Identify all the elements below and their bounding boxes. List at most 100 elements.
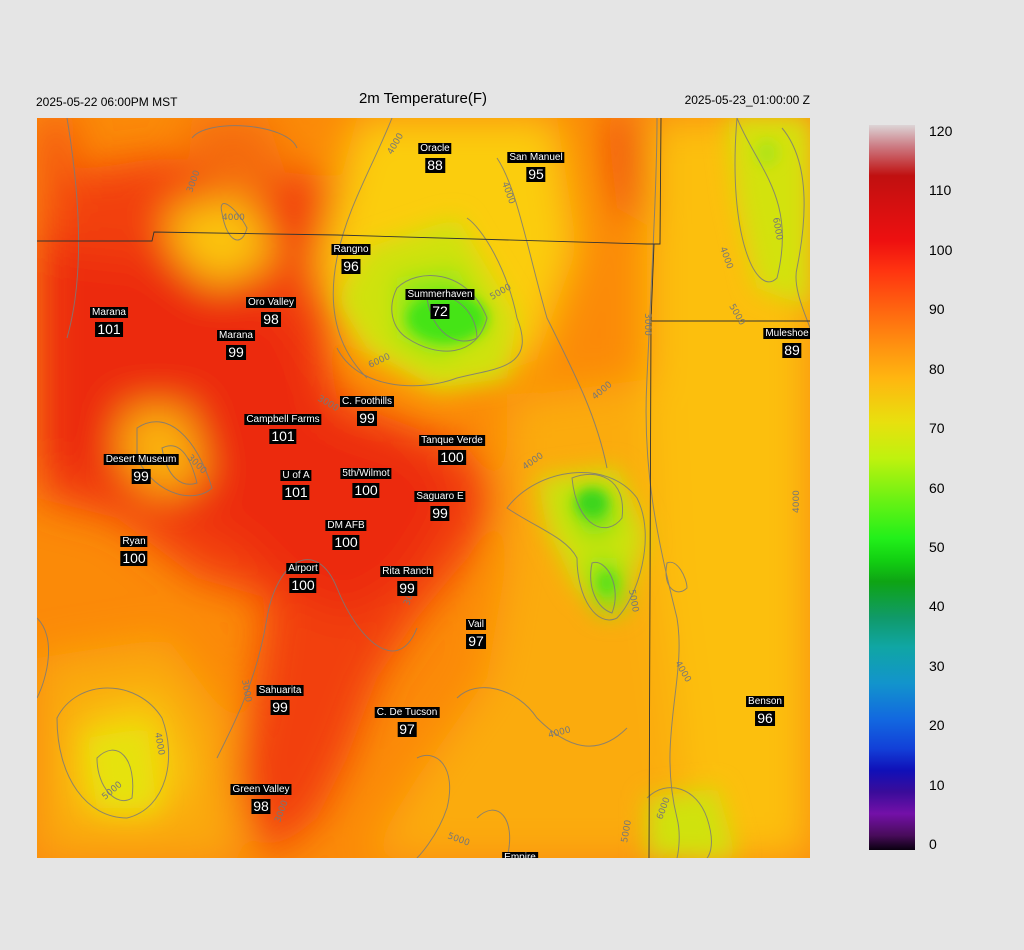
station-name: Airport [286,563,320,574]
colorbar-tick-label: 0 [929,836,937,852]
station-temperature: 100 [438,449,466,465]
station-name: Tanque Verde [419,435,485,446]
station-name: Marana [217,330,255,341]
station-name: Empire [502,852,538,858]
station-name: Desert Museum [103,454,179,465]
colorbar-tick-label: 110 [929,182,952,199]
station-temperature: 96 [755,710,775,726]
station-marana: Marana 101 [90,302,128,337]
station-temperature: 100 [289,577,317,593]
contour-label: 6000 [770,217,784,242]
station-name: C. De Tucson [374,707,440,718]
contour-label: 4000 [792,490,802,513]
station-campbell-farms: Campbell Farms 101 [244,409,322,444]
valid-time-utc: 2025-05-23_01:00:00 Z [684,93,810,107]
station-5th-wilmot: 5th/Wilmot 100 [340,463,392,498]
station-name: Green Valley [230,784,292,795]
station-name: DM AFB [325,520,367,531]
station-name: Vail [466,619,486,630]
station-summerhaven: Summerhaven 72 [405,284,475,319]
contour-label: 4000 [152,732,166,757]
station-name: Rangno [331,244,371,255]
station-temperature: 72 [430,303,450,319]
station-temperature: 97 [397,721,417,737]
colorbar-tick-label: 100 [929,241,953,258]
station-temperature: 101 [282,484,310,500]
station-temperature: 100 [332,534,360,550]
station-tanque-verde: Tanque Verde 100 [419,430,485,465]
station-rita-ranch: Rita Ranch 99 [380,561,434,596]
colorbar [869,125,915,850]
station-temperature: 97 [466,633,486,649]
station-name: Saguaro E [414,491,466,502]
station-name: Rita Ranch [380,566,434,577]
station-marana: Marana 99 [217,325,255,360]
station-name: Summerhaven [405,289,475,300]
colorbar-tick-label: 70 [929,420,945,437]
station-vail: Vail 97 [466,614,486,649]
station-name: Benson [746,696,784,707]
county-boundaries [37,118,810,858]
station-temperature: 99 [357,410,377,426]
station-empire: Empire [502,847,538,858]
station-c-foothills: C. Foothills 99 [339,391,395,426]
colorbar-tick-label: 90 [929,301,945,318]
station-san-manuel: San Manuel 95 [507,147,565,182]
station-name: San Manuel [507,152,565,163]
station-temperature: 99 [226,344,246,360]
station-saguaro-e: Saguaro E 99 [414,486,466,521]
station-temperature: 100 [120,550,148,566]
colorbar-tick-label: 30 [929,657,945,674]
terrain-contours [37,118,810,858]
station-desert-museum: Desert Museum 99 [103,449,179,484]
station-name: 5th/Wilmot [340,468,392,479]
station-temperature: 100 [352,482,380,498]
station-name: Muleshoe R [763,328,810,339]
valid-time-local: 2025-05-22 06:00PM MST [36,95,178,109]
station-oracle: Oracle 88 [418,138,452,173]
station-u-of-a: U of A 101 [280,465,312,500]
station-temperature: 99 [430,505,450,521]
station-temperature: 98 [251,798,271,814]
station-sahuarita: Sahuarita 99 [256,680,304,715]
station-c-de-tucson: C. De Tucson 97 [374,702,440,737]
station-name: Ryan [120,536,148,547]
station-temperature: 98 [261,311,281,327]
station-temperature: 89 [782,342,802,358]
colorbar-tick-label: 120 [929,123,953,139]
contour-label: 3000 [239,679,253,704]
station-name: Sahuarita [256,685,304,696]
contour-label: 3000 [642,313,652,336]
station-temperature: 95 [526,166,546,182]
station-green-valley: Green Valley 98 [230,779,292,814]
station-dm-afb: DM AFB 100 [325,515,367,550]
station-name: Oracle [418,143,452,154]
contour-label: 5000 [626,589,640,614]
station-temperature: 99 [131,468,151,484]
colorbar-tick-label: 60 [929,479,945,496]
station-benson: Benson 96 [746,691,784,726]
station-airport: Airport 100 [286,558,320,593]
station-temperature: 101 [269,428,297,444]
colorbar-tick-label: 40 [929,598,945,615]
station-temperature: 101 [95,321,123,337]
colorbar-tick-label: 20 [929,717,945,734]
station-ryan: Ryan 100 [120,531,148,566]
station-name: U of A [280,470,312,481]
station-rangno: Rangno 96 [331,239,371,274]
colorbar-tick-label: 10 [929,776,945,793]
colorbar-tick-label: 50 [929,538,945,555]
station-temperature: 99 [397,580,417,596]
station-name: Oro Valley [246,297,296,308]
station-temperature: 99 [270,699,290,715]
station-name: Marana [90,307,128,318]
colorbar-tick-label: 80 [929,360,945,377]
temperature-map: 3000 4000 4000 4000 5000 6000 3000 4000 … [37,118,810,858]
temperature-field: 3000 4000 4000 4000 5000 6000 3000 4000 … [37,118,810,858]
contour-label: 4000 [222,213,245,223]
station-temperature: 88 [425,157,445,173]
station-muleshoe-r: Muleshoe R 89 [763,323,810,358]
station-name: C. Foothills [339,396,395,407]
map-title: 2m Temperature(F) [358,90,488,107]
station-oro-valley: Oro Valley 98 [246,292,296,327]
